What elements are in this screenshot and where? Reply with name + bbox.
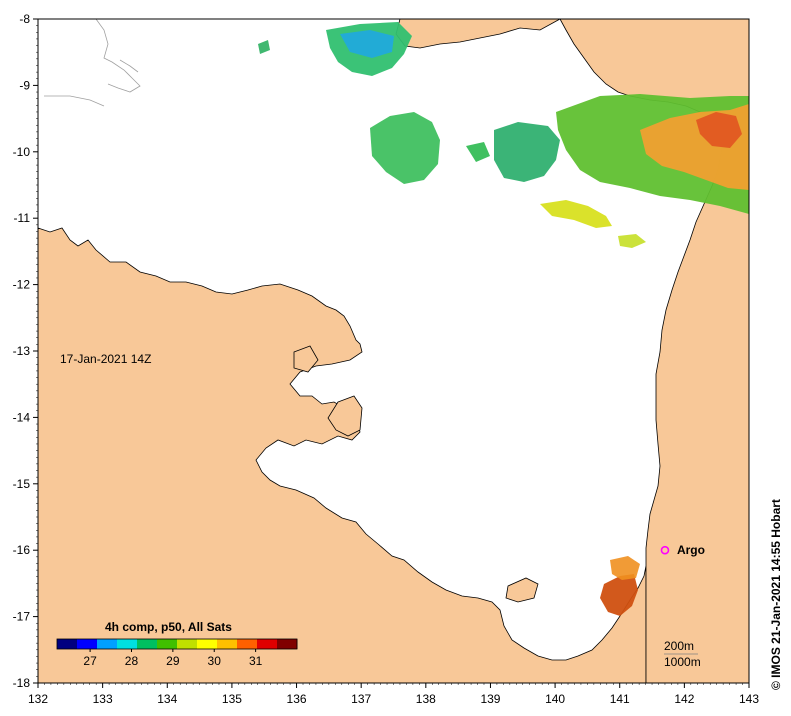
colorbar-ticks: 27 28 29 30 31 (83, 649, 263, 668)
colorbar-tick-label: 28 (125, 654, 139, 668)
y-tick-label: -17 (13, 610, 31, 624)
argo-label: Argo (677, 543, 705, 557)
x-tick-label: 137 (351, 692, 371, 706)
coast-detail-lines (44, 18, 141, 107)
x-tick-label: 139 (480, 692, 500, 706)
y-tick-label: -16 (13, 543, 31, 557)
sst-patch-small-2 (466, 142, 490, 162)
y-tick-label: -8 (19, 12, 30, 26)
x-tick-label: 138 (416, 692, 436, 706)
colorbar-frame (56, 638, 298, 650)
sst-patch-south-red (600, 574, 638, 616)
sst-data-patches (258, 22, 749, 616)
x-tick-label: 133 (93, 692, 113, 706)
colorbar-segment (217, 639, 238, 649)
legend-title: 4h comp, p50, All Sats (105, 620, 232, 634)
colorbar-tick-label: 31 (249, 654, 263, 668)
contour-label-200m: 200m (664, 639, 694, 653)
land-cape-york (559, 18, 750, 684)
y-tick-label: -10 (13, 145, 31, 159)
x-tick-label: 142 (674, 692, 694, 706)
x-tick-label: 134 (157, 692, 177, 706)
y-tick-label: -12 (13, 278, 31, 292)
colorbar-segment (277, 639, 298, 649)
x-tick-label: 132 (28, 692, 48, 706)
sst-patch-small-1 (258, 40, 270, 54)
x-tick-label: 140 (545, 692, 565, 706)
x-axis: 132 133 134 135 136 137 138 139 140 141 142 143 (28, 683, 759, 706)
sst-patch-yellow-2 (618, 234, 646, 248)
colorbar-segment (137, 639, 158, 649)
x-tick-label: 135 (222, 692, 242, 706)
y-tick-label: -13 (13, 344, 31, 358)
sst-patch-north-1b (340, 30, 394, 58)
y-axis: -8 -9 -10 -11 -12 -13 -14 -15 -16 -17 -18 (13, 12, 38, 690)
sst-patch-east-red (696, 112, 742, 148)
x-tick-label: 136 (287, 692, 307, 706)
colorbar-segment (117, 639, 138, 649)
land-northern-territory (37, 227, 647, 684)
colorbar-tick-label: 30 (208, 654, 222, 668)
colorbar-segment (57, 639, 78, 649)
y-tick-label: -18 (13, 676, 31, 690)
date-label: 17-Jan-2021 14Z (60, 352, 151, 366)
y-tick-label: -9 (19, 78, 30, 92)
sst-patch-south-orange (610, 556, 640, 580)
y-tick-label: -15 (13, 477, 31, 491)
x-tick-label: 141 (610, 692, 630, 706)
y-tick-label: -11 (14, 211, 31, 225)
land-island-1 (327, 395, 363, 437)
colorbar-segment (177, 639, 198, 649)
y-tick-label: -14 (13, 410, 31, 424)
sst-patch-mid (494, 122, 560, 182)
sst-patch-center (370, 112, 440, 184)
credit-label: © IMOS 21-Jan-2021 14:55 Hobart (769, 499, 783, 690)
argo-dot (660, 545, 670, 555)
colorbar-segment (77, 639, 98, 649)
colorbar-segment (197, 639, 218, 649)
land-island-2 (505, 577, 539, 603)
argo-marker: Argo (660, 543, 705, 557)
colorbar-segment (157, 639, 178, 649)
colorbar-segment (237, 639, 258, 649)
colorbar (57, 639, 298, 649)
colorbar-segment (97, 639, 118, 649)
sst-patch-yellow (540, 200, 612, 228)
land-island-3 (293, 345, 319, 373)
colorbar-segment (257, 639, 278, 649)
colorbar-tick-label: 27 (83, 654, 97, 668)
x-tick-label: 143 (739, 692, 759, 706)
contour-label-1000m: 1000m (664, 655, 701, 669)
map-area (37, 18, 750, 684)
colorbar-tick-label: 29 (166, 654, 180, 668)
